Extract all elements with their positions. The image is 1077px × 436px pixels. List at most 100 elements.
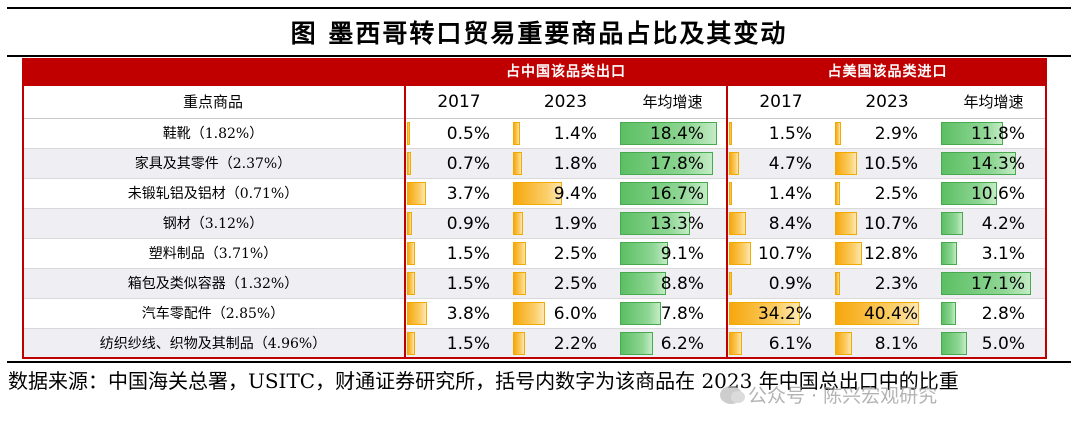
col-header-cn-2023: 2023 — [543, 92, 588, 112]
cell-value: 0.9% — [446, 214, 490, 234]
cell-us-2023: 10.7% — [834, 209, 940, 239]
cell-cn-2023: 1.9% — [512, 209, 619, 239]
share-databar — [729, 182, 732, 205]
share-databar — [513, 182, 563, 205]
cell-value: 14.3% — [970, 154, 1025, 174]
cell-value: 2.5% — [553, 244, 597, 264]
cell-value: 10.6% — [970, 184, 1025, 204]
cell-us-2023: 2.3% — [834, 269, 940, 299]
cell-us-growth: 11.8% — [940, 119, 1047, 149]
cell-cn-2023: 2.5% — [512, 239, 619, 269]
cell-cn-2023: 2.5% — [512, 269, 619, 299]
footer-rule — [7, 361, 1071, 363]
cell-value: 1.4% — [768, 184, 812, 204]
cell-value: 10.7% — [757, 244, 812, 264]
cell-value: 3.1% — [981, 244, 1025, 264]
row-item-name: 塑料制品（3.71%） — [148, 246, 278, 262]
cell-us-growth: 14.3% — [940, 149, 1047, 179]
cell-value: 17.8% — [649, 154, 704, 174]
table-row: 家具及其零件（2.37%） 0.7% 1.8% 17.8% 4.7% 10.5% 14.3% — [22, 149, 1047, 179]
share-databar — [407, 332, 415, 355]
share-databar — [729, 242, 752, 265]
cell-us-2023: 12.8% — [834, 239, 940, 269]
cell-us-2017: 0.9% — [728, 269, 834, 299]
cell-value: 8.8% — [660, 274, 704, 294]
table-row: 鞋靴（1.82%） 0.5% 1.4% 18.4% 1.5% 2.9% 11.8% — [22, 119, 1047, 149]
cell-us-growth: 5.0% — [940, 329, 1047, 359]
share-databar — [729, 302, 801, 325]
growth-databar — [620, 152, 714, 175]
cell-value: 4.7% — [768, 154, 812, 174]
col-header-us-2017: 2017 — [759, 92, 803, 112]
cell-cn-2023: 6.0% — [512, 299, 619, 329]
cell-value: 5.0% — [981, 334, 1025, 354]
share-databar — [835, 242, 862, 265]
cell-value: 17.1% — [970, 274, 1025, 294]
table-row: 汽车零配件（2.85%） 3.8% 6.0% 7.8% 34.2% 40.4% 2.8% — [22, 299, 1047, 329]
growth-databar — [941, 302, 956, 325]
cell-value: 11.8% — [970, 124, 1025, 144]
wechat-icon — [720, 385, 745, 404]
share-databar — [729, 332, 742, 355]
cell-value: 9.1% — [660, 244, 704, 264]
cell-cn-2017: 0.7% — [406, 149, 512, 179]
cell-value: 6.1% — [768, 334, 812, 354]
cell-cn-2017: 3.8% — [406, 299, 512, 329]
table-row: 纺织纱线、织物及其制品（4.96%） 1.5% 2.2% 6.2% 6.1% 8.1% 5.… — [22, 329, 1047, 359]
row-item-name: 鞋靴（1.82%） — [162, 126, 264, 142]
cell-cn-2017: 1.5% — [406, 329, 512, 359]
cell-us-2017: 6.1% — [728, 329, 834, 359]
cell-us-2023: 2.5% — [834, 179, 940, 209]
share-databar — [513, 242, 527, 265]
row-item-name: 家具及其零件（2.37%） — [134, 156, 292, 172]
cell-value: 12.8% — [863, 244, 918, 264]
cell-value: 8.1% — [874, 334, 918, 354]
growth-databar — [620, 302, 661, 325]
cell-cn-2023: 2.2% — [512, 329, 619, 359]
figure-title-text: 图 墨西哥转口贸易重要商品占比及其变动 — [290, 19, 788, 48]
cell-us-growth: 4.2% — [940, 209, 1047, 239]
group-label-us-import: 占美国该品类进口 — [827, 64, 948, 80]
cell-value: 0.7% — [446, 154, 490, 174]
figure-title: 图 墨西哥转口贸易重要商品占比及其变动 — [7, 7, 1071, 57]
share-databar — [407, 152, 411, 175]
share-databar — [729, 122, 733, 145]
growth-databar — [620, 122, 717, 145]
cell-value: 1.4% — [553, 124, 597, 144]
col-header-us-growth: 年均增速 — [963, 93, 1024, 111]
share-databar — [835, 212, 858, 235]
cell-cn-2017: 0.9% — [406, 209, 512, 239]
cell-cn-growth: 9.1% — [619, 239, 726, 269]
cell-us-2023: 10.5% — [834, 149, 940, 179]
cell-value: 40.4% — [863, 304, 918, 324]
share-databar — [729, 152, 739, 175]
col-header-item: 重点商品 — [182, 93, 243, 111]
share-databar — [407, 182, 427, 205]
cell-value: 13.3% — [649, 214, 704, 234]
growth-databar — [941, 182, 997, 205]
cell-value: 2.8% — [981, 304, 1025, 324]
cell-value: 0.9% — [768, 274, 812, 294]
cell-value: 34.2% — [757, 304, 812, 324]
cell-value: 1.5% — [446, 274, 490, 294]
table-row: 钢材（3.12%） 0.9% 1.9% 13.3% 8.4% 10.7% 4.2% — [22, 209, 1047, 239]
growth-databar — [941, 122, 1003, 145]
cell-value: 6.0% — [553, 304, 597, 324]
divider-left — [404, 86, 406, 359]
column-header-row: 重点商品 2017 2023 年均增速 2017 2023 年均增速 — [22, 86, 1047, 119]
cell-value: 1.5% — [768, 124, 812, 144]
cell-value: 10.7% — [863, 214, 918, 234]
cell-value: 1.9% — [553, 214, 597, 234]
cell-cn-2023: 1.8% — [512, 149, 619, 179]
growth-databar — [620, 332, 653, 355]
cell-cn-2023: 9.4% — [512, 179, 619, 209]
cell-cn-growth: 18.4% — [619, 119, 726, 149]
data-table: 占中国该品类出口 占美国该品类进口 重点商品 2017 2023 年均增速 20… — [22, 58, 1047, 359]
cell-us-2023: 2.9% — [834, 119, 940, 149]
growth-databar — [620, 212, 690, 235]
cell-value: 18.4% — [649, 124, 704, 144]
cell-cn-growth: 16.7% — [619, 179, 726, 209]
cell-value: 2.2% — [553, 334, 597, 354]
col-header-cn-2017: 2017 — [437, 92, 481, 112]
table-row: 塑料制品（3.71%） 1.5% 2.5% 9.1% 10.7% 12.8% 3.1% — [22, 239, 1047, 269]
